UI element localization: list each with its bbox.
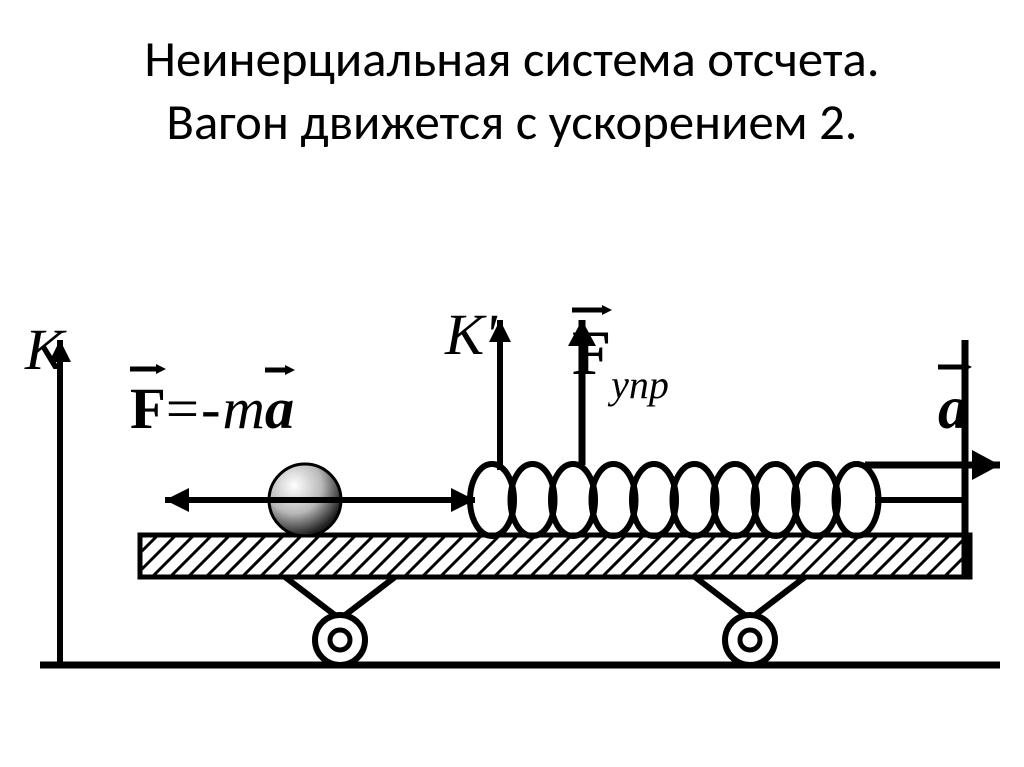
label-F-upr: Fупр: [572, 316, 669, 398]
label-inertial-formula: F=-m a: [130, 375, 294, 442]
label-a-vector: a: [938, 373, 969, 444]
label-K: K: [25, 316, 64, 383]
label-K-prime: K': [445, 301, 497, 368]
title-line-2: Вагон движется с ускорением 2.: [0, 91, 1024, 154]
diagram-svg: [0, 165, 1024, 725]
page-title: Неинерциальная система отсчета. Вагон дв…: [0, 0, 1024, 155]
physics-diagram: K K' Fупр a F=-m a: [0, 165, 1024, 725]
title-line-1: Неинерциальная система отсчета.: [0, 28, 1024, 91]
